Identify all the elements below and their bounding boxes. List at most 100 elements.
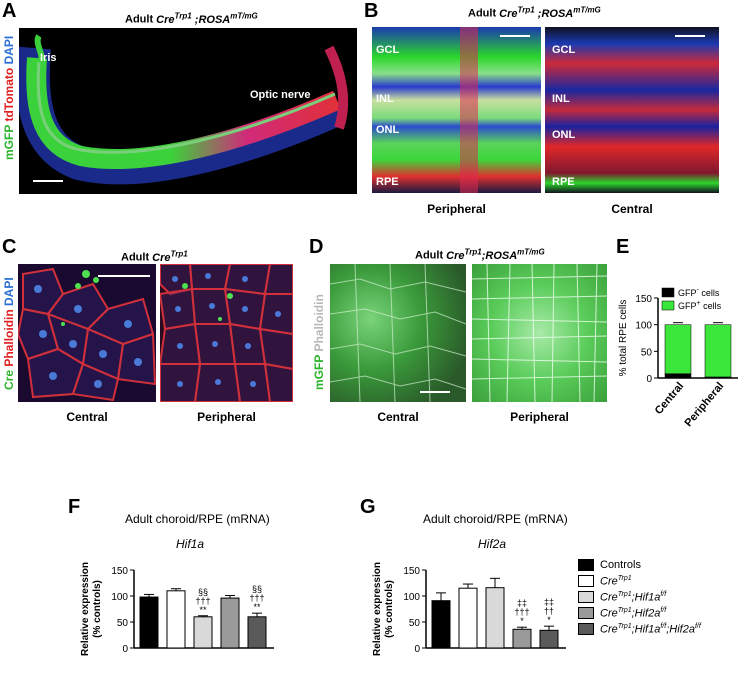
legend-label: Controls xyxy=(600,559,641,571)
layer-label-gcl: GCL xyxy=(376,44,400,56)
retina-section-drawing xyxy=(19,34,349,185)
panel-a-stain-label: mGFP tdTomato DAPI xyxy=(2,36,16,160)
y-axis-label: Relative expression xyxy=(372,562,383,656)
title-cre: Cre xyxy=(446,249,465,262)
bar xyxy=(166,590,186,649)
chart-g: 0 50 100 150 Relative expression (% controls)… xyxy=(372,562,566,656)
legend-swatch xyxy=(661,300,675,311)
panel-c-caption-central: Central xyxy=(66,410,108,424)
y-axis-label: Relative expression xyxy=(80,562,91,656)
panel-a-retina-image: Iris Optic nerve xyxy=(19,28,357,194)
legend-entry: CreTrp1;Hif1af/f;Hif2af/f xyxy=(578,621,701,637)
panel-d-peripheral-image xyxy=(472,264,607,402)
cell-borders-drawing xyxy=(18,267,156,402)
y-tick-label: 150 xyxy=(403,566,420,577)
panel-b-peripheral-image: GCL INL ONL RPE xyxy=(372,27,541,193)
title-cre: Cre xyxy=(499,7,518,20)
panel-b-title: Adult CreTrp1 ;ROSAmT/mG xyxy=(468,5,601,20)
panel-letter-g: G xyxy=(360,496,376,518)
stain-dapi: DAPI xyxy=(2,277,16,310)
x-tick-label: Central xyxy=(653,380,687,417)
y-tick-label: 50 xyxy=(641,347,653,358)
y-tick-label: 150 xyxy=(635,294,652,305)
panel-letter-d: D xyxy=(309,236,324,258)
y-tick-label: 0 xyxy=(646,374,652,385)
title-rosa-sup: mT/mG xyxy=(517,247,545,256)
panel-letter-e: E xyxy=(616,236,630,258)
panel-b-caption-peripheral: Peripheral xyxy=(427,202,486,216)
legend-entry: CreTrp1;Hif2af/f xyxy=(578,605,701,621)
title-text: Adult xyxy=(121,251,153,264)
significance-mark: ‡‡ xyxy=(517,598,527,608)
legend-swatch xyxy=(661,287,675,298)
significance-mark: ** xyxy=(253,602,261,612)
legend-entry: Controls xyxy=(578,557,701,573)
title-cre-sup: Trp1 xyxy=(174,11,192,20)
stain-phalloidin: Phalloidin xyxy=(312,294,326,355)
bar xyxy=(512,628,532,649)
stain-tdtomato: tdTomato xyxy=(2,67,16,125)
bar xyxy=(431,600,451,649)
stain-phalloidin: Phalloidin xyxy=(2,309,16,370)
title-text: Adult xyxy=(125,13,157,26)
y-tick-label: 50 xyxy=(409,618,421,629)
panel-g-gene: Hif2a xyxy=(478,537,507,551)
legend-swatch xyxy=(578,559,594,571)
panel-d-caption-central: Central xyxy=(377,410,419,424)
significance-mark: §§ xyxy=(252,584,262,594)
y-tick-label: 0 xyxy=(122,644,128,655)
bar xyxy=(247,616,267,649)
bar xyxy=(139,596,159,649)
significance-mark: §§ xyxy=(198,587,208,597)
label-optic-nerve: Optic nerve xyxy=(250,89,311,101)
title-rosa-sup: mT/mG xyxy=(230,11,258,20)
stain-dapi: DAPI xyxy=(2,35,16,68)
title-cre: Cre xyxy=(152,251,171,264)
title-cre-sup: Trp1 xyxy=(517,5,535,14)
legend-label: GFP+ cells xyxy=(678,300,722,311)
legend-entry: CreTrp1;Hif1af/f xyxy=(578,589,701,605)
title-rosa: ;ROSA xyxy=(481,249,518,262)
panel-d-title: Adult CreTrp1;ROSAmT/mG xyxy=(415,247,545,262)
stain-mgfp: mGFP xyxy=(312,354,326,390)
title-rosa-sup: mT/mG xyxy=(573,5,601,14)
stain-cre: Cre xyxy=(2,369,16,390)
layer-label-inl: INL xyxy=(376,93,394,105)
title-cre-sup: Trp1 xyxy=(170,249,188,258)
bar xyxy=(485,587,505,649)
legend-label: CreTrp1;Hif2af/f xyxy=(600,606,667,620)
bar xyxy=(193,616,213,649)
panel-letter-a: A xyxy=(2,0,17,22)
title-rosa: ;ROSA xyxy=(534,7,574,20)
bar xyxy=(458,587,478,649)
legend-label: GFP- cells xyxy=(678,287,720,298)
panel-c-stain-label: Cre Phalloidin DAPI xyxy=(2,277,16,390)
y-tick-label: 100 xyxy=(111,592,128,603)
significance-mark: †† xyxy=(544,606,554,616)
panel-letter-b: B xyxy=(364,0,379,22)
x-tick-label: Peripheral xyxy=(683,380,727,429)
layer-label-rpe: RPE xyxy=(552,176,575,188)
panel-d-central-image xyxy=(330,264,466,402)
legend-label: CreTrp1;Hif1af/f xyxy=(600,590,667,604)
panel-f-gene: Hif1a xyxy=(176,537,205,551)
cell-borders-drawing xyxy=(160,264,293,402)
title-cre: Cre xyxy=(156,13,175,26)
bar-segment xyxy=(704,324,732,378)
panel-c-caption-peripheral: Peripheral xyxy=(197,410,256,424)
panel-letter-c: C xyxy=(2,236,17,258)
chart-f: 0 50 100 150 Relative expression (% controls)… xyxy=(80,562,274,656)
layer-label-gcl: GCL xyxy=(552,44,576,56)
title-text: Adult xyxy=(468,7,500,20)
legend-label: CreTrp1;Hif1af/f;Hif2af/f xyxy=(600,622,701,636)
legend-label: CreTrp1 xyxy=(600,574,632,588)
panel-a-title: Adult CreTrp1 ;ROSAmT/mG xyxy=(125,11,258,26)
stain-mgfp: mGFP xyxy=(2,124,16,160)
bar xyxy=(220,597,240,649)
panel-c-central-image xyxy=(18,264,156,402)
panel-f-heading: Adult choroid/RPE (mRNA) xyxy=(125,512,270,526)
cell-mosaic-drawing xyxy=(330,264,466,402)
y-axis-label: % total RPE cells xyxy=(618,300,629,377)
label-iris: Iris xyxy=(40,52,57,64)
red-streak xyxy=(460,27,478,193)
